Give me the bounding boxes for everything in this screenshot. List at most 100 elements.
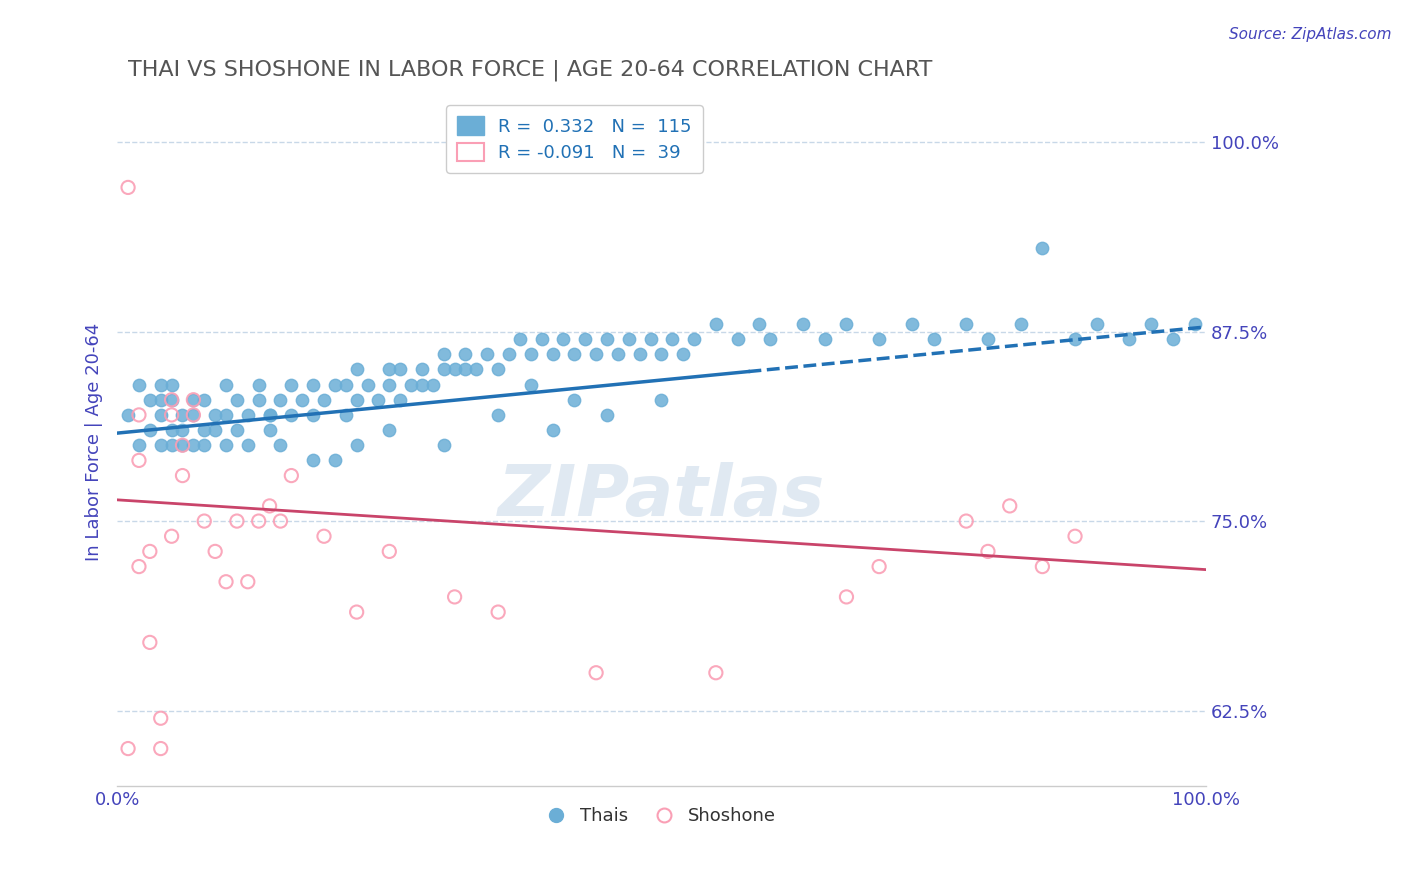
Point [650,392,672,407]
Point [259,423,281,437]
Point [628,347,651,361]
Point [1085,317,1108,331]
Point [541,347,564,361]
Point [411,362,433,376]
Legend: Thais, Shoshone: Thais, Shoshone [540,800,783,832]
Point [486,605,509,619]
Point [172,438,194,452]
Point [247,392,270,407]
Point [454,362,477,376]
Point [454,347,477,361]
Point [117,741,139,756]
Point [465,362,488,376]
Point [323,453,346,467]
Point [378,362,401,376]
Text: Source: ZipAtlas.com: Source: ZipAtlas.com [1229,27,1392,42]
Point [335,408,357,422]
Point [977,332,1000,346]
Point [389,362,412,376]
Point [323,377,346,392]
Point [259,499,281,513]
Point [117,408,139,422]
Point [356,377,378,392]
Point [291,392,314,407]
Point [236,438,259,452]
Point [346,438,368,452]
Point [172,438,194,452]
Point [498,347,520,361]
Point [378,544,401,558]
Point [346,362,368,376]
Point [486,408,509,422]
Point [868,332,890,346]
Point [835,590,858,604]
Point [1161,332,1184,346]
Point [585,347,607,361]
Point [1010,317,1032,331]
Point [204,544,226,558]
Point [149,377,172,392]
Point [378,423,401,437]
Point [312,529,335,543]
Point [520,377,543,392]
Point [574,332,596,346]
Point [650,347,672,361]
Point [128,377,150,392]
Point [193,438,215,452]
Point [596,332,619,346]
Point [183,408,205,422]
Point [215,438,238,452]
Point [443,590,465,604]
Point [683,332,706,346]
Point [411,377,433,392]
Point [128,438,150,452]
Point [1118,332,1140,346]
Point [149,408,172,422]
Point [520,347,543,361]
Point [433,362,456,376]
Point [302,377,325,392]
Point [792,317,814,331]
Point [704,665,727,680]
Point [247,377,270,392]
Point [280,377,302,392]
Point [215,377,238,392]
Point [128,559,150,574]
Point [183,392,205,407]
Point [1031,241,1053,255]
Point [226,514,249,528]
Point [193,514,215,528]
Point [280,408,302,422]
Point [236,408,259,422]
Point [183,392,205,407]
Point [269,392,291,407]
Point [117,180,139,194]
Point [727,332,749,346]
Point [160,438,183,452]
Point [312,392,335,407]
Point [193,423,215,437]
Point [160,529,183,543]
Point [900,317,922,331]
Point [335,377,357,392]
Point [128,408,150,422]
Point [922,332,945,346]
Point [1031,559,1053,574]
Point [433,438,456,452]
Point [204,423,226,437]
Point [562,392,585,407]
Point [259,408,281,422]
Point [640,332,662,346]
Point [553,332,575,346]
Point [617,332,640,346]
Point [149,741,172,756]
Point [1184,317,1206,331]
Point [215,574,238,589]
Point [302,453,325,467]
Text: THAI VS SHOSHONE IN LABOR FORCE | AGE 20-64 CORRELATION CHART: THAI VS SHOSHONE IN LABOR FORCE | AGE 20… [128,60,932,81]
Point [596,408,619,422]
Point [247,514,270,528]
Point [399,377,422,392]
Point [389,392,412,407]
Point [269,514,291,528]
